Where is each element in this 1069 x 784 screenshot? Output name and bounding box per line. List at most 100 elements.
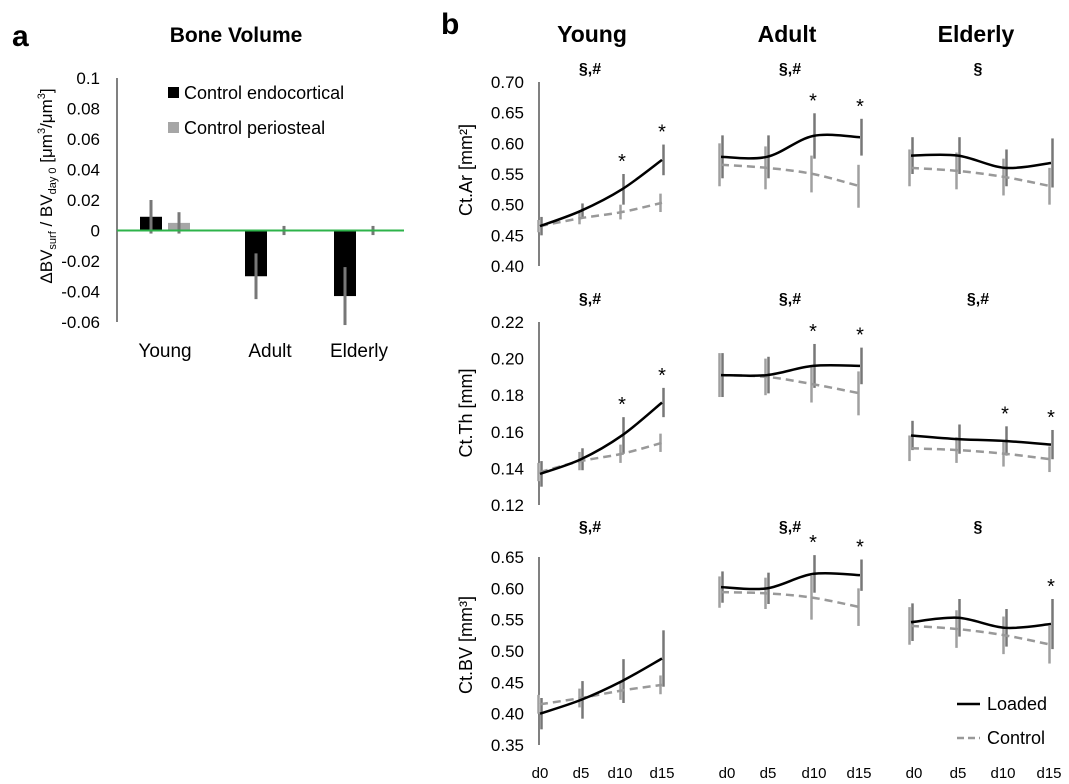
legend-periosteal-label: Control periosteal bbox=[184, 118, 325, 138]
control-line-adult bbox=[720, 163, 861, 188]
significance-star: * bbox=[809, 321, 817, 343]
bar-endocortical-elderly bbox=[334, 230, 356, 297]
line-y-tick-label: 0.40 bbox=[491, 705, 524, 724]
bar-y-tick-label: 0.02 bbox=[67, 191, 100, 210]
significance-adult-ctth: §,# bbox=[779, 291, 801, 308]
loaded-line-adult bbox=[720, 571, 861, 591]
line-y-tick-label: 0.70 bbox=[491, 73, 524, 92]
control-line-elderly bbox=[910, 624, 1052, 646]
significance-star: * bbox=[809, 90, 817, 112]
loaded-line-adult bbox=[720, 133, 861, 160]
row-ylabel-ct-ar: Ct.Ar [mm²] bbox=[456, 124, 476, 216]
row-ylabel-ct-bv: Ct.BV [mm³] bbox=[456, 596, 476, 694]
bar-category-label: Adult bbox=[248, 341, 292, 362]
loaded-line-young bbox=[539, 401, 663, 476]
line-y-tick-label: 0.60 bbox=[491, 134, 524, 153]
bar-y-tick-label: -0.02 bbox=[61, 252, 100, 271]
control-line-young bbox=[539, 201, 663, 228]
control-line-adult bbox=[720, 373, 861, 395]
day-label-adult-d15: d15 bbox=[846, 765, 871, 782]
day-label-elderly-d10: d10 bbox=[990, 765, 1015, 782]
loaded-line-elderly bbox=[910, 434, 1052, 446]
day-label-young-d0: d0 bbox=[532, 765, 549, 782]
day-label-adult-d0: d0 bbox=[719, 765, 736, 782]
significance-star: * bbox=[856, 96, 864, 118]
day-label-young-d5: d5 bbox=[573, 765, 590, 782]
day-label-elderly-d5: d5 bbox=[950, 765, 967, 782]
loaded-line-elderly bbox=[910, 153, 1052, 170]
bar-y-tick-label: 0 bbox=[91, 222, 100, 241]
significance-star: * bbox=[856, 537, 864, 559]
line-y-tick-label: 0.55 bbox=[491, 165, 524, 184]
line-y-tick-label: 0.12 bbox=[491, 496, 524, 515]
day-label-elderly-d0: d0 bbox=[906, 765, 923, 782]
line-y-tick-label: 0.45 bbox=[491, 673, 524, 692]
significance-elderly-ctar: § bbox=[974, 61, 983, 78]
loaded-line-elderly bbox=[910, 616, 1052, 630]
significance-star: * bbox=[618, 394, 626, 416]
panel-b-letter: b bbox=[441, 8, 459, 41]
line-y-tick-label: 0.20 bbox=[491, 350, 524, 369]
loaded-line-adult bbox=[720, 363, 861, 377]
day-label-adult-d5: d5 bbox=[760, 765, 777, 782]
significance-star: * bbox=[856, 325, 864, 347]
significance-star: * bbox=[1001, 403, 1009, 425]
bar-y-tick-label: 0.04 bbox=[67, 161, 100, 180]
line-y-tick-label: 0.45 bbox=[491, 226, 524, 245]
bar-y-tick-label: -0.04 bbox=[61, 283, 100, 302]
control-line-elderly bbox=[910, 447, 1052, 461]
control-line-adult bbox=[720, 590, 861, 609]
bar-category-label: Young bbox=[138, 341, 191, 362]
significance-star: * bbox=[658, 122, 666, 144]
legend-loaded-label: Loaded bbox=[987, 694, 1047, 714]
line-y-tick-label: 0.16 bbox=[491, 423, 524, 442]
bar-y-tick-label: 0.06 bbox=[67, 130, 100, 149]
line-charts: 0.70 0.65 0.60 0.55 0.50 0.45 0.40 * * * * 0.22 0.20… bbox=[491, 73, 1055, 755]
line-y-tick-label: 0.65 bbox=[491, 104, 524, 123]
significance-adult-ctbv: §,# bbox=[779, 519, 801, 536]
line-y-tick-label: 0.60 bbox=[491, 579, 524, 598]
significance-elderly-ctth: §,# bbox=[967, 291, 989, 308]
significance-young-ctar: §,# bbox=[579, 61, 601, 78]
legend-endocortical-label: Control endocortical bbox=[184, 83, 344, 103]
significance-star: * bbox=[658, 365, 666, 387]
loaded-line-young bbox=[539, 657, 663, 715]
column-title-young: Young bbox=[557, 21, 627, 47]
control-line-elderly bbox=[910, 166, 1052, 188]
significance-young-ctth: §,# bbox=[579, 291, 601, 308]
panel-a-title: Bone Volume bbox=[170, 24, 303, 47]
bar-y-tick-label: 0.1 bbox=[76, 69, 100, 88]
column-title-adult: Adult bbox=[758, 21, 817, 47]
panel-a-letter: a bbox=[12, 20, 29, 53]
line-y-tick-label: 0.35 bbox=[491, 736, 524, 755]
bar-y-tick-label: -0.06 bbox=[61, 313, 100, 332]
line-y-tick-label: 0.14 bbox=[491, 459, 524, 478]
line-y-tick-label: 0.55 bbox=[491, 611, 524, 630]
significance-elderly-ctbv: § bbox=[974, 519, 983, 536]
line-y-tick-label: 0.40 bbox=[491, 257, 524, 276]
bar-chart: 0.1 0.08 0.06 0.04 0.02 0 -0.02 -0.04 -0.06 Young… bbox=[61, 69, 404, 362]
day-labels: d0 d5 d10 d15 d0 d5 d10 d15 d0 d5 d10 d1… bbox=[532, 765, 1062, 782]
loaded-line-young bbox=[539, 158, 663, 228]
legend-control-label: Control bbox=[987, 728, 1045, 748]
line-y-tick-label: 0.50 bbox=[491, 642, 524, 661]
panel-a-y-axis-label: ΔBVsurf / BVday 0 [μm3/μm3] bbox=[36, 88, 59, 283]
line-legend: Loaded Control bbox=[957, 694, 1047, 748]
line-y-tick-label: 0.22 bbox=[491, 313, 524, 332]
significance-young-ctbv: §,# bbox=[579, 519, 601, 536]
significance-adult-ctar: §,# bbox=[779, 61, 801, 78]
significance-star: * bbox=[809, 532, 817, 554]
bar-category-label: Elderly bbox=[330, 341, 389, 362]
significance-star: * bbox=[1047, 407, 1055, 429]
line-y-tick-label: 0.65 bbox=[491, 548, 524, 567]
day-label-young-d15: d15 bbox=[649, 765, 674, 782]
legend-endocortical-swatch bbox=[168, 87, 179, 98]
column-title-elderly: Elderly bbox=[938, 21, 1015, 47]
line-y-tick-label: 0.50 bbox=[491, 196, 524, 215]
significance-star: * bbox=[1047, 576, 1055, 598]
significance-star: * bbox=[618, 151, 626, 173]
day-label-adult-d10: d10 bbox=[801, 765, 826, 782]
line-y-tick-label: 0.18 bbox=[491, 386, 524, 405]
bar-y-tick-label: 0.08 bbox=[67, 100, 100, 119]
